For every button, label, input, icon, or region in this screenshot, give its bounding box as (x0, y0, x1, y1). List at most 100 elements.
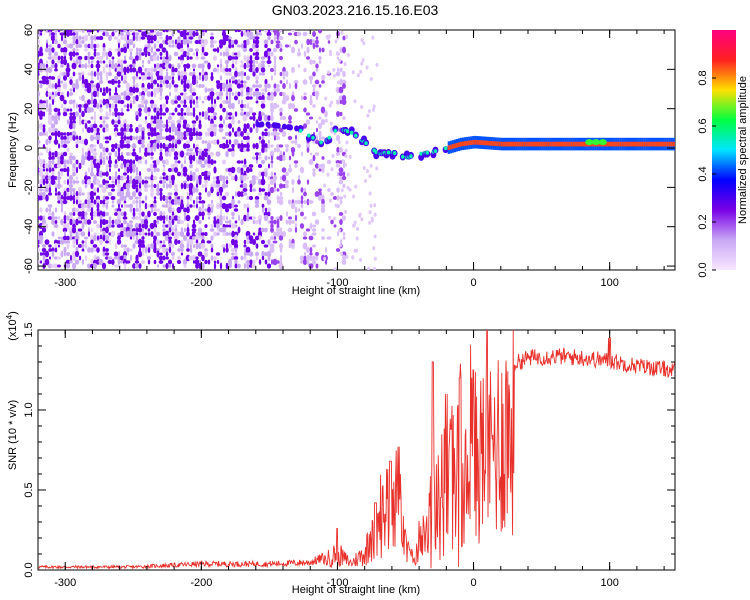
spectrogram-cell (287, 199, 293, 205)
spectrogram-cell (54, 55, 58, 61)
spectrogram-cell (204, 187, 208, 193)
spectrogram-cell (60, 152, 64, 156)
spectrogram-cell (263, 167, 269, 173)
spectrogram-cell (162, 246, 166, 254)
spectrogram-cell (168, 54, 172, 62)
spectrogram-cell (156, 215, 160, 221)
spectrogram-cell (86, 208, 92, 212)
spectrogram-cell (104, 116, 110, 120)
spectrogram-cell (168, 232, 172, 236)
spectrogram-cell (132, 210, 136, 218)
spectrogram-cell (249, 63, 253, 69)
spectrogram-cell (123, 60, 127, 64)
spectrogram-cell (240, 255, 244, 261)
spectrogram-cell (339, 176, 343, 180)
spectrogram-cell (147, 184, 151, 188)
snr-y-multiplier: (x104) (5, 311, 19, 341)
spectrogram-cell (87, 72, 91, 76)
spectrogram-cell (125, 183, 131, 189)
y-tick-label: -40 (23, 219, 35, 235)
spectrogram-cell (93, 163, 97, 169)
spectrogram-cell (90, 116, 94, 120)
spectrogram-cell (284, 44, 290, 48)
spectrogram-cell (275, 43, 281, 49)
spectrogram-cell (248, 251, 254, 257)
spectrogram-cell (204, 140, 208, 144)
spectrogram-cell (129, 207, 133, 213)
spectrogram-ridge-cell (333, 128, 338, 133)
spectrogram-cell (38, 152, 44, 156)
spectrogram-cell (369, 76, 373, 81)
spectrogram-cell (87, 176, 91, 180)
spectrogram-cell (216, 202, 220, 210)
spectrogram-cell (90, 83, 94, 89)
spectrogram-cell (168, 246, 172, 254)
spectrogram-cell (164, 79, 170, 85)
colorbar-tick-label: 0.6 (697, 118, 709, 133)
spectrogram-ridge-cell (265, 121, 271, 128)
spectrogram-cell (146, 204, 152, 208)
spectrogram-cell (39, 30, 43, 33)
spectrogram-cell (60, 59, 64, 65)
spectrogram-cell (255, 155, 259, 161)
y-tick-label: 40 (23, 63, 35, 75)
spectrogram-cell (186, 195, 190, 201)
spectrogram-cell (171, 255, 175, 261)
spectrogram-cell (227, 112, 233, 116)
y-tick-label: 60 (23, 24, 35, 36)
spectrogram-cell (164, 59, 170, 65)
spectrogram-cell (162, 164, 166, 168)
spectrogram-cell (270, 227, 274, 233)
spectrogram-cell (90, 215, 94, 221)
spectrogram-cell (162, 184, 166, 188)
spectrogram-cell (284, 144, 290, 148)
spectrogram-ridge-cell (275, 122, 281, 129)
spectrogram-cell (255, 126, 259, 134)
spectrogram-cell (288, 238, 292, 246)
spectrogram-cell (264, 78, 268, 86)
spectrogram-cell (98, 142, 104, 150)
spectrogram-cell (140, 143, 146, 149)
spectrogram-cell (159, 112, 163, 116)
spectrogram-cell (92, 220, 98, 224)
spectrogram-cell (335, 71, 341, 77)
spectrogram-cell (243, 80, 247, 84)
spectrogram-cell (153, 127, 157, 133)
spectrogram-cell (117, 79, 121, 85)
spectrogram-cell (258, 95, 262, 101)
spectrogram-cell (60, 103, 64, 109)
spectrogram-cell (200, 232, 206, 236)
spectrogram-cell (38, 192, 44, 196)
spectrogram-cell (147, 210, 151, 218)
spectrogram-ridge-cell (476, 139, 479, 145)
spectrogram-cell (270, 107, 274, 113)
spectrogram-cell (126, 151, 130, 157)
spectrogram-cell (159, 63, 163, 69)
spectrogram-cell (120, 204, 124, 208)
spectrogram-cell (236, 166, 242, 174)
spectrogram-cell (267, 139, 271, 145)
spectrogram-cell (111, 188, 115, 192)
spectrogram-cell (209, 115, 215, 121)
spectrogram-cell (87, 55, 91, 61)
spectrogram-cell (365, 65, 369, 70)
spectrogram-cell (47, 212, 53, 216)
spectrogram-cell (102, 178, 106, 186)
spectrogram-cell (168, 199, 172, 205)
spectrogram-cell (252, 64, 256, 68)
spectrogram-cell (201, 66, 205, 74)
spectrogram-cell (191, 78, 197, 86)
spectrogram-cell (222, 51, 226, 57)
spectrogram-cell (101, 115, 107, 121)
spectrogram-cell (281, 231, 287, 237)
spectrogram-cell (368, 125, 372, 130)
spectrogram-cell (138, 135, 142, 141)
spectrogram-cell (176, 139, 182, 145)
spectrogram-cell (198, 155, 202, 161)
spectrogram-cell (326, 236, 332, 240)
spectrogram-cell (341, 251, 347, 257)
spectrogram-cell (210, 94, 214, 102)
spectrogram-cell (252, 178, 256, 186)
spectrogram-cell (183, 180, 187, 184)
spectrogram-cell (279, 91, 283, 97)
